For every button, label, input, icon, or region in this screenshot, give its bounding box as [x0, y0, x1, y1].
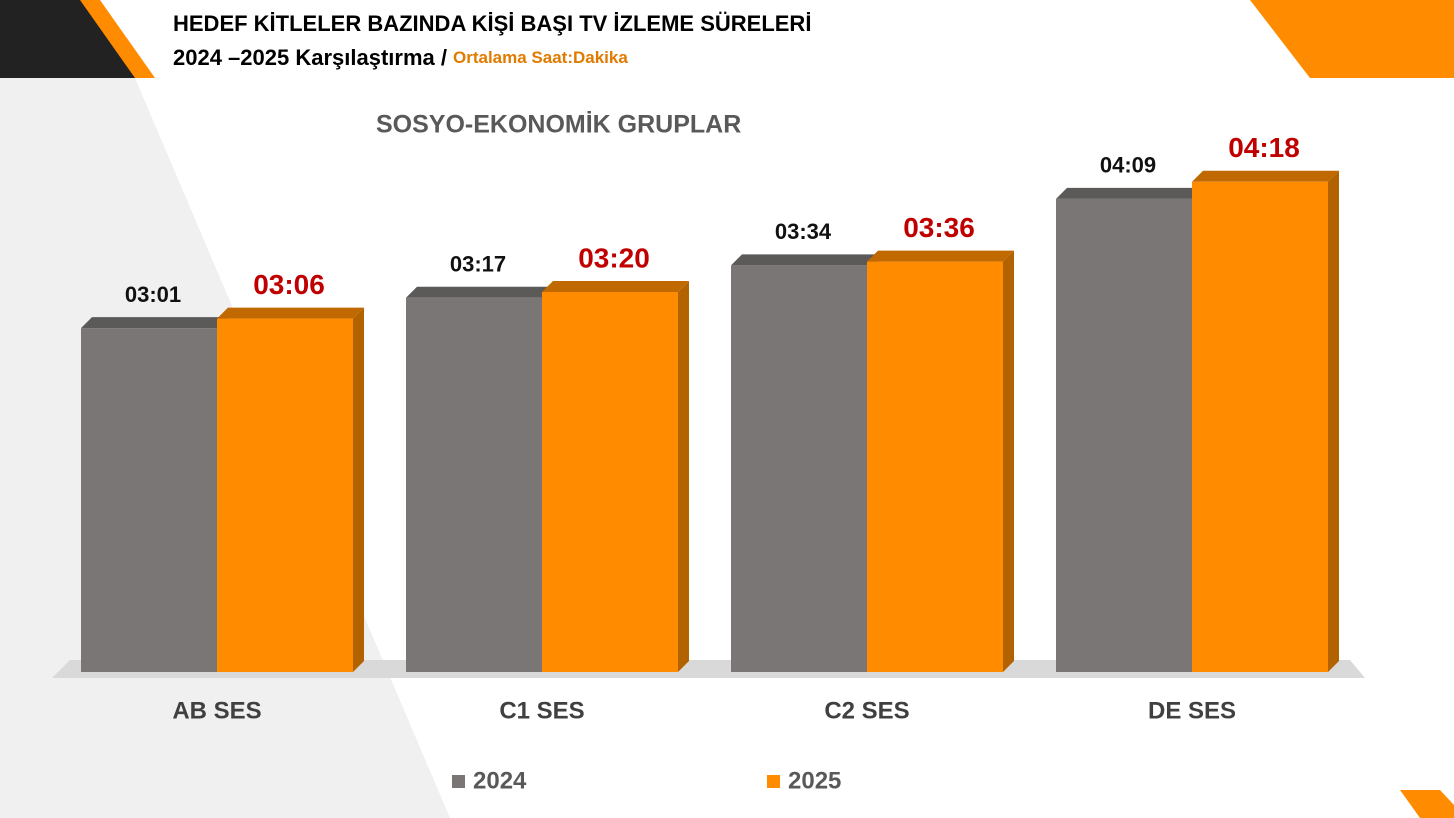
corner-decoration: [0, 0, 148, 78]
data-label: 03:20: [578, 242, 650, 273]
bar-top: [1056, 187, 1203, 199]
data-label: 03:34: [775, 219, 832, 244]
bar: [542, 292, 678, 672]
bar-top: [867, 250, 1014, 262]
bar: [406, 297, 542, 672]
data-label: 03:17: [450, 252, 506, 277]
x-tick-label: C1 SES: [499, 697, 584, 724]
chart-title: SOSYO-EKONOMİK GRUPLAR: [376, 111, 741, 139]
legend-label: 2024: [473, 767, 527, 794]
data-label: 03:01: [125, 282, 181, 307]
bar-side: [1003, 250, 1014, 672]
bar: [731, 265, 867, 672]
bar-side: [353, 307, 364, 672]
corner-decoration: [1400, 790, 1454, 818]
x-tick-label: DE SES: [1148, 697, 1236, 724]
floor: [52, 660, 1365, 678]
corner-stripe: [80, 0, 155, 78]
data-label: 03:06: [253, 269, 325, 300]
page-title: HEDEF KİTLELER BAZINDA KİŞİ BAŞI TV İZLE…: [173, 11, 811, 36]
legend-label: 2025: [788, 767, 841, 794]
legend-swatch: [767, 775, 780, 788]
bar-top: [731, 254, 878, 266]
bar-top: [1192, 170, 1339, 182]
subtitle-text: 2024 –2025 Karşılaştırma /: [173, 45, 447, 70]
bar: [81, 328, 217, 672]
data-label: 03:36: [903, 212, 975, 243]
bar-side: [678, 281, 689, 672]
page-subtitle: 2024 –2025 Karşılaştırma / Ortalama Saat:…: [173, 45, 628, 70]
bar: [867, 261, 1003, 672]
x-tick-label: C2 SES: [824, 697, 909, 724]
bar: [1192, 181, 1328, 673]
bar: [1056, 198, 1192, 672]
bar-top: [81, 317, 228, 329]
bar: [217, 318, 353, 672]
unit-note: Ortalama Saat:Dakika: [453, 48, 628, 67]
bar-side: [1328, 170, 1339, 673]
bar-top: [542, 281, 689, 292]
bar-top: [217, 307, 364, 319]
bar-top: [406, 286, 553, 298]
corner-decoration: [1250, 0, 1454, 78]
x-tick-label: AB SES: [172, 697, 261, 724]
data-label: 04:18: [1228, 132, 1300, 163]
data-label: 04:09: [1100, 153, 1156, 178]
legend-swatch: [452, 775, 465, 788]
